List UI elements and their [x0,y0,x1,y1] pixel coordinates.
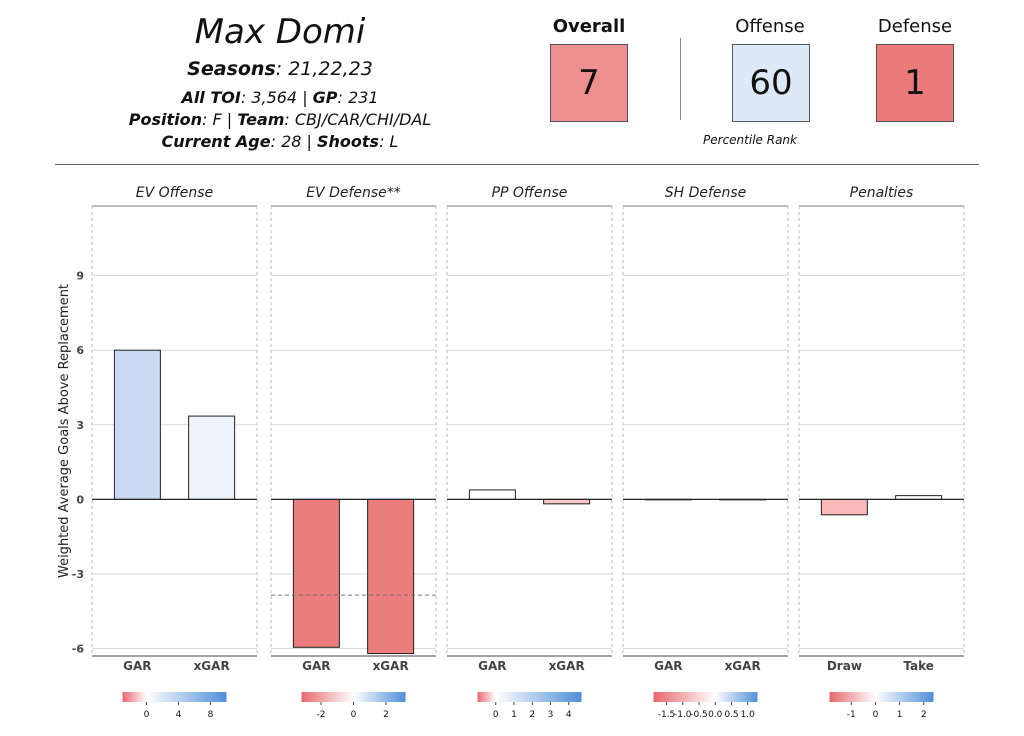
y-tick-label: 3 [76,419,84,432]
panel-title: SH Defense [665,185,747,201]
y-tick-label: 9 [76,270,84,283]
seasons-line: Seasons: 21,22,23 [80,58,480,80]
toi-gp-line: All TOI: 3,564 | GP: 231 [80,88,480,107]
defense-rank-box: 1 [876,44,954,122]
legend-tick-label: -1 [847,710,856,720]
x-category-label: xGAR [194,659,230,673]
x-category-label: GAR [654,659,682,673]
legend-tick-label: 2 [383,710,389,720]
x-category-label: Draw [827,659,862,673]
legend-tick-label: 3 [548,710,554,720]
x-category-label: GAR [123,659,151,673]
y-tick-label: -3 [72,568,84,581]
panel-title: Penalties [850,185,914,201]
overall-rank-box: 7 [550,44,628,122]
header-divider [55,164,979,165]
bar [468,489,516,500]
bar [188,415,236,500]
panel-title: EV Defense** [306,185,401,201]
y-axis-title: Weighted Average Goals Above Replacement [57,284,72,578]
gp-label: GP [312,88,338,107]
team-label: Team [237,110,285,129]
x-category-label: GAR [302,659,330,673]
legend-tick-label: 4 [566,710,572,720]
defense-rank-title: Defense [877,16,953,37]
legend-colorbar [653,692,758,702]
legend-tick-label: -1.5 [658,710,676,720]
age-shoots-line: Current Age: 28 | Shoots: L [80,132,480,151]
overall-rank-title: Overall [552,16,626,37]
legend-tick-label: 1.0 [741,710,756,720]
legend-tick-label: 8 [208,710,214,720]
x-category-label: GAR [478,659,506,673]
gp-value: : 231 [337,88,379,107]
legend-colorbar [301,692,406,702]
panel-title: EV Offense [136,185,213,201]
legend-tick-label: 2 [921,710,927,720]
legend-tick-label: 4 [176,710,182,720]
x-category-label: xGAR [373,659,409,673]
position-label: Position [128,110,202,129]
legend-tick-label: 1 [511,710,517,720]
team-value: : CBJ/CAR/CHI/DAL [284,110,432,129]
bar [820,498,868,516]
legend-tick-label: 0 [351,710,357,720]
position-team-line: Position: F | Team: CBJ/CAR/CHI/DAL [80,110,480,129]
legend-colorbar [122,692,227,702]
y-tick-label: -6 [72,643,85,656]
legend-colorbar [477,692,582,702]
age-label: Current Age [161,132,271,151]
bar [113,349,161,500]
toi-label: All TOI [181,88,241,107]
y-tick-label: 0 [76,493,84,506]
x-category-label: Take [903,659,934,673]
x-category-label: xGAR [725,659,761,673]
legend-tick-label: 1 [897,710,903,720]
toi-value: : 3,564 | [240,88,313,107]
legend-tick-label: -2 [317,710,326,720]
x-category-label: xGAR [549,659,585,673]
legend-tick-label: -1.0 [674,710,692,720]
legend-tick-label: 0 [873,710,879,720]
player-name: Max Domi [194,12,366,52]
legend-tick-label: 0 [144,710,150,720]
legend-tick-label: 0.5 [724,710,738,720]
position-value: : F | [201,110,238,129]
seasons-label: Seasons [187,58,276,80]
bar [292,498,340,648]
legend-tick-label: 0.0 [708,710,723,720]
bar [543,498,591,505]
offense-rank-box: 60 [732,44,810,122]
y-tick-label: 6 [76,344,84,357]
offense-rank-title: Offense [735,16,805,37]
age-value: : 28 | [270,132,317,151]
bar [367,498,415,655]
panel-title: PP Offense [492,185,568,201]
legend-tick-label: 2 [529,710,535,720]
rank-divider [680,38,681,120]
legend-tick-label: -0.5 [690,710,708,720]
percentile-rank-caption: Percentile Rank [703,133,797,147]
seasons-value: : 21,22,23 [275,58,373,80]
legend-tick-label: 0 [493,710,499,720]
legend-colorbar [829,692,934,702]
shoots-label: Shoots [317,132,380,151]
shoots-value: : L [379,132,399,151]
